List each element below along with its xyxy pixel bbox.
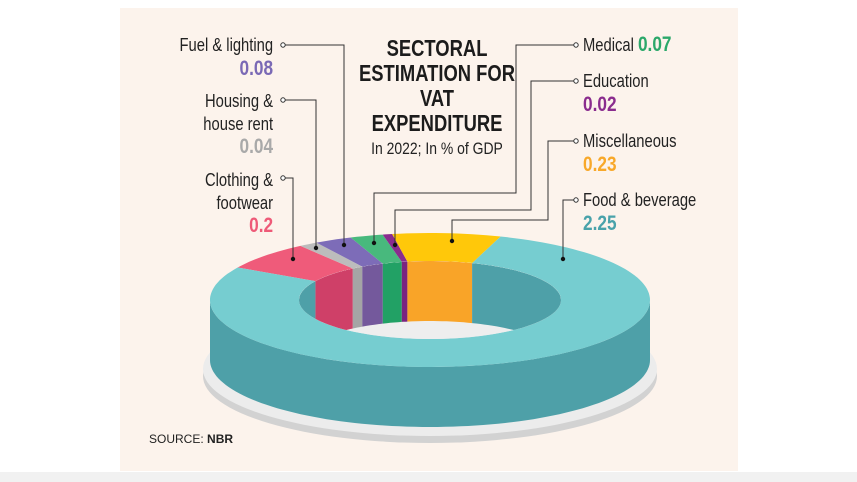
label-housing: Housing & house rent 0.04 [203, 91, 273, 157]
leader-line-medical [373, 44, 576, 243]
label-medical: Medical 0.07 [583, 33, 672, 56]
inner-wall-clothing-footwear [315, 268, 353, 339]
chart-subtitle: In 2022; In % of GDP [371, 139, 503, 158]
label-name-2: footwear [216, 193, 273, 213]
slice-medical [350, 234, 402, 264]
label-name: Fuel & lighting [179, 35, 273, 55]
label-name-2: house rent [203, 114, 273, 134]
label-value: 0.04 [239, 135, 273, 158]
inner-wall-fuel-lighting [362, 263, 383, 327]
slice-food-beverage [210, 236, 650, 367]
label-value: 0.07 [637, 33, 672, 56]
label-miscellaneous: Miscellaneous 0.23 [583, 131, 677, 175]
label-food-beverage: Food & beverage 2.25 [583, 190, 696, 234]
label-value: 0.23 [583, 153, 617, 176]
bottom-strip [0, 472, 857, 482]
label-name: Medical [583, 35, 634, 55]
label-education: Education 0.02 [583, 71, 649, 115]
leader-line-education [394, 80, 576, 245]
leader-open-dot-housing [280, 97, 286, 103]
source-note: SOURCE: NBR [149, 432, 233, 446]
slice-clothing-footwear [237, 245, 353, 282]
label-value: 0.02 [583, 93, 617, 116]
leader-line-food-beverage [562, 199, 576, 259]
chart-title-text: SECTORAL ESTIMATION FOR VAT EXPENDITURE [358, 35, 516, 136]
label-value: 0.2 [249, 214, 273, 237]
leader-end-dot-housing [313, 245, 319, 251]
leader-line-housing [283, 99, 317, 248]
slice-miscellaneous [392, 233, 501, 264]
slice-education [382, 234, 408, 262]
side-wall-food-beverage [210, 300, 650, 427]
leader-open-dot-food-beverage [573, 197, 579, 203]
label-name: Education [583, 71, 649, 91]
source-name: NBR [207, 432, 234, 446]
label-name: Miscellaneous [583, 131, 677, 151]
leader-end-dot-medical [371, 240, 377, 246]
leader-line-miscellaneous [451, 140, 576, 241]
leader-end-dot-education [392, 242, 398, 248]
leader-end-dot-fuel [341, 242, 347, 248]
leader-end-dot-food-beverage [560, 256, 566, 262]
chart-title: SECTORAL ESTIMATION FOR VAT EXPENDITURE [357, 36, 517, 136]
slice-fuel-lighting [316, 237, 383, 267]
label-name: Housing & [204, 91, 273, 111]
label-name: Food & beverage [583, 190, 697, 210]
leader-end-dot-clothing [290, 256, 296, 262]
label-value: 0.08 [239, 57, 273, 80]
leader-open-dot-miscellaneous [573, 138, 579, 144]
leader-open-dot-education [573, 78, 579, 84]
inner-wall-medical [382, 261, 402, 324]
inner-wall-housing-house-rent [352, 266, 363, 329]
label-fuel-lighting: Fuel & lighting 0.08 [179, 35, 273, 79]
label-clothing: Clothing & footwear 0.2 [205, 170, 273, 236]
label-value: 2.25 [583, 212, 617, 235]
label-name: Clothing & [204, 170, 273, 190]
leader-open-dot-clothing [280, 175, 286, 181]
inner-wall-education [401, 261, 408, 322]
inner-wall-miscellaneous [407, 261, 473, 324]
leader-end-dot-miscellaneous [449, 238, 455, 244]
leader-line-fuel [283, 44, 345, 245]
leader-line-clothing [283, 177, 294, 259]
leader-open-dot-medical [573, 42, 579, 48]
leader-open-dot-fuel [280, 42, 286, 48]
source-label: SOURCE: [149, 432, 204, 446]
